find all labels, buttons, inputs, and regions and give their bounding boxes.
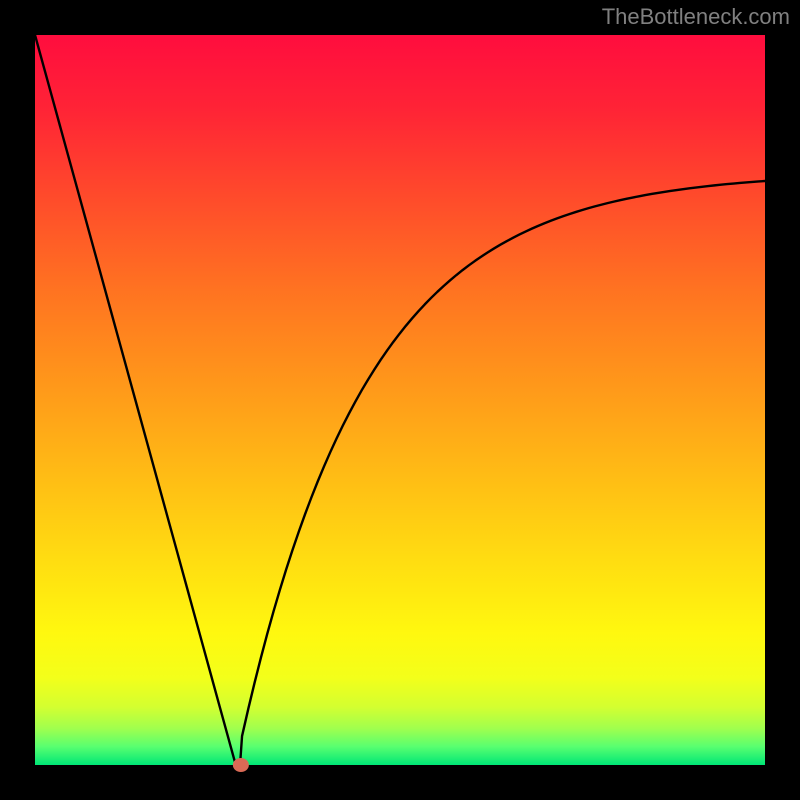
watermark-text: TheBottleneck.com bbox=[602, 4, 790, 30]
minimum-marker bbox=[233, 758, 249, 772]
bottleneck-chart bbox=[0, 0, 800, 800]
plot-background bbox=[35, 35, 765, 765]
